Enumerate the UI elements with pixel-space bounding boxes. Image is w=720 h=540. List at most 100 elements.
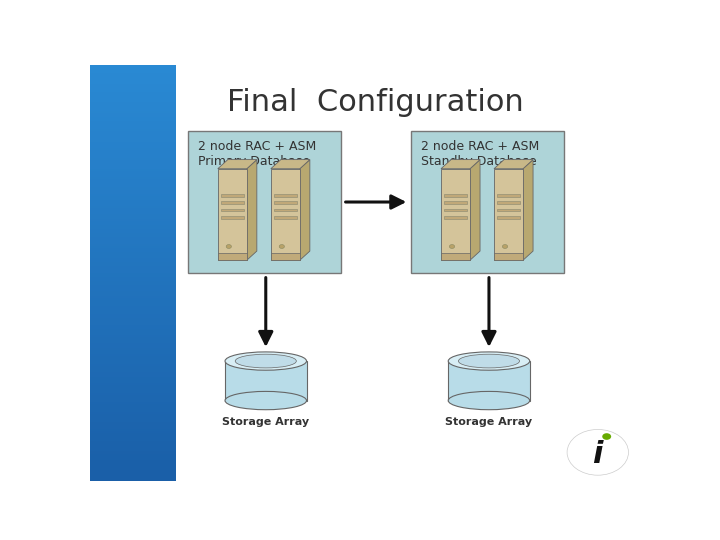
Bar	[90, 333, 176, 335]
Bar	[90, 281, 176, 283]
Bar	[90, 87, 176, 90]
Bar	[90, 79, 176, 82]
Bar	[90, 404, 176, 406]
Bar	[90, 289, 176, 292]
Bar	[497, 201, 520, 204]
Bar	[90, 221, 176, 223]
Bar	[90, 349, 176, 352]
Bar	[90, 248, 176, 250]
Bar	[90, 67, 176, 69]
Bar	[90, 410, 176, 412]
Text: 2 node RAC + ASM
Primary Database: 2 node RAC + ASM Primary Database	[198, 140, 316, 168]
Bar	[90, 131, 176, 133]
Bar	[90, 433, 176, 435]
Bar	[90, 460, 176, 462]
Bar	[90, 447, 176, 449]
Bar	[225, 361, 307, 401]
Bar	[90, 339, 176, 341]
Bar	[90, 136, 176, 138]
Text: Storage Array: Storage Array	[222, 417, 310, 427]
Bar	[90, 346, 176, 348]
Bar	[90, 256, 176, 258]
Bar	[90, 262, 176, 265]
Bar	[497, 194, 520, 197]
Bar	[90, 82, 176, 84]
Bar	[90, 148, 176, 150]
Bar	[90, 397, 176, 400]
Bar	[90, 393, 176, 395]
Bar	[90, 275, 176, 277]
Bar	[90, 279, 176, 281]
Bar	[441, 168, 470, 260]
Bar	[90, 123, 176, 125]
Text: Storage Array: Storage Array	[446, 417, 533, 427]
Bar	[90, 300, 176, 302]
Bar	[90, 125, 176, 127]
Bar	[90, 306, 176, 308]
Bar	[90, 476, 176, 478]
Bar	[90, 435, 176, 437]
Bar	[90, 271, 176, 273]
Bar	[90, 379, 176, 381]
Bar	[90, 389, 176, 391]
Bar	[90, 406, 176, 408]
Bar	[90, 219, 176, 221]
Polygon shape	[494, 160, 533, 168]
Circle shape	[279, 245, 284, 248]
Bar	[90, 449, 176, 451]
Bar	[90, 244, 176, 246]
Bar	[90, 177, 176, 179]
Polygon shape	[247, 160, 257, 260]
Bar	[90, 119, 176, 121]
Bar	[90, 146, 176, 148]
Bar	[90, 212, 176, 214]
Bar	[90, 466, 176, 468]
Bar	[90, 233, 176, 235]
Bar	[90, 109, 176, 111]
Circle shape	[226, 245, 231, 248]
Bar	[90, 464, 176, 466]
Ellipse shape	[235, 354, 297, 368]
FancyBboxPatch shape	[411, 131, 564, 273]
Bar	[90, 114, 176, 117]
Bar	[90, 329, 176, 331]
Bar	[497, 208, 520, 211]
Polygon shape	[470, 160, 480, 260]
Bar	[90, 160, 176, 163]
Bar	[90, 277, 176, 279]
Bar	[90, 354, 176, 356]
Bar	[221, 194, 244, 197]
Bar	[90, 362, 176, 364]
Bar	[90, 439, 176, 441]
Bar	[90, 129, 176, 131]
Bar	[90, 183, 176, 185]
Bar	[90, 424, 176, 427]
Bar	[90, 420, 176, 422]
Bar	[90, 412, 176, 414]
Bar	[90, 319, 176, 321]
Bar	[90, 98, 176, 100]
Bar	[90, 352, 176, 354]
Text: Final  Configuration: Final Configuration	[227, 87, 523, 117]
Bar	[90, 202, 176, 204]
Bar	[90, 192, 176, 194]
Bar	[497, 216, 520, 219]
Bar	[90, 133, 176, 136]
Bar	[90, 327, 176, 329]
Bar	[90, 96, 176, 98]
Bar	[90, 360, 176, 362]
Bar	[441, 253, 470, 260]
Bar	[221, 201, 244, 204]
Bar	[90, 85, 176, 87]
Bar	[90, 383, 176, 385]
Bar	[90, 260, 176, 262]
Bar	[90, 235, 176, 238]
Bar	[90, 156, 176, 158]
Ellipse shape	[449, 352, 530, 370]
Bar	[90, 458, 176, 460]
Bar	[90, 181, 176, 183]
Bar	[90, 92, 176, 94]
Bar	[90, 454, 176, 456]
Bar	[90, 196, 176, 198]
Bar	[90, 422, 176, 424]
